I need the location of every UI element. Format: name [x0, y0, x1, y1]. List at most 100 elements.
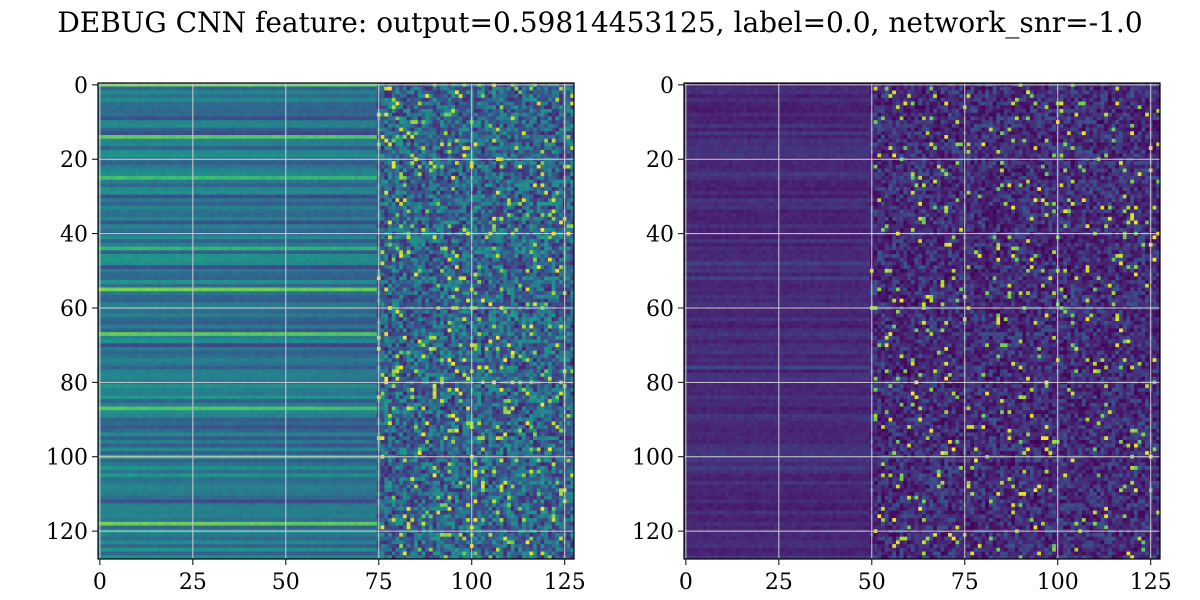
heatmap-cell — [529, 142, 534, 147]
heatmap-cell — [365, 205, 370, 210]
heatmap-cell — [135, 213, 140, 218]
heatmap-cell — [257, 187, 262, 192]
heatmap-cell — [127, 94, 132, 99]
heatmap-cell — [533, 202, 538, 207]
heatmap-cell — [336, 194, 341, 199]
heatmap-cell — [414, 168, 419, 173]
heatmap-cell — [205, 112, 210, 117]
heatmap-cell — [105, 120, 110, 125]
heatmap-cell — [499, 164, 504, 169]
heatmap-cell — [499, 90, 504, 95]
heatmap-cell — [570, 220, 575, 225]
heatmap-cell — [116, 205, 121, 210]
heatmap-cell — [384, 123, 389, 128]
heatmap-cell — [447, 194, 452, 199]
heatmap-cell — [138, 213, 143, 218]
heatmap-cell — [425, 213, 430, 218]
heatmap-cell — [365, 123, 370, 128]
heatmap-cell — [350, 220, 355, 225]
heatmap-cell — [369, 116, 374, 121]
heatmap-cell — [547, 220, 553, 225]
heatmap-cell — [187, 205, 192, 210]
heatmap-cell — [544, 97, 549, 102]
heatmap-cell — [109, 164, 114, 169]
heatmap-cell — [217, 97, 222, 102]
heatmap-cell — [161, 135, 166, 140]
heatmap-cell — [495, 190, 500, 195]
heatmap-cell — [228, 213, 233, 218]
heatmap-cell — [428, 90, 434, 95]
heatmap-cell — [388, 209, 393, 214]
heatmap-cell — [231, 190, 236, 195]
heatmap-cell — [443, 149, 448, 155]
heatmap-cell — [161, 105, 166, 110]
heatmap-cell — [309, 213, 315, 218]
heatmap-cell — [436, 190, 441, 195]
heatmap-cell — [205, 131, 210, 136]
heatmap-cell — [570, 213, 575, 218]
heatmap-cell — [339, 213, 344, 218]
heatmap-cell — [239, 116, 244, 121]
heatmap-cell — [235, 97, 240, 102]
heatmap-cell — [205, 209, 210, 214]
heatmap-cell — [261, 94, 266, 99]
heatmap-cell — [157, 109, 162, 114]
heatmap-cell — [414, 216, 419, 221]
heatmap-cell — [432, 146, 437, 151]
heatmap-cell — [124, 153, 129, 158]
heatmap-cell — [194, 213, 199, 218]
heatmap-cell — [395, 179, 400, 184]
heatmap-cell — [551, 112, 556, 117]
heatmap-cell — [566, 112, 571, 117]
heatmap-cell — [339, 224, 344, 229]
heatmap-cell — [231, 86, 236, 91]
heatmap-cell — [313, 202, 318, 207]
heatmap-cell — [414, 146, 419, 151]
heatmap-cell — [280, 131, 285, 136]
heatmap-cell — [213, 120, 218, 125]
heatmap-cell — [146, 161, 151, 166]
heatmap-cell — [176, 97, 181, 102]
heatmap-cell — [533, 194, 538, 199]
heatmap-cell — [547, 127, 553, 132]
heatmap-cell — [124, 205, 129, 210]
heatmap-cell — [473, 198, 478, 203]
heatmap-cell — [521, 224, 527, 229]
heatmap-cell — [458, 164, 463, 169]
heatmap-cell — [209, 183, 214, 188]
heatmap-cell — [105, 216, 110, 221]
heatmap-cell — [287, 205, 292, 210]
heatmap-cell — [551, 116, 556, 121]
heatmap-cell — [380, 168, 385, 173]
heatmap-cell — [235, 90, 240, 95]
heatmap-cell — [365, 90, 370, 95]
heatmap-cell — [124, 187, 129, 192]
heatmap-cell — [518, 209, 523, 214]
heatmap-cell — [321, 161, 326, 166]
heatmap-cell — [451, 153, 456, 158]
heatmap-cell — [358, 90, 363, 95]
heatmap-cell — [153, 90, 158, 95]
heatmap-cell — [369, 86, 374, 91]
heatmap-cell — [321, 97, 326, 102]
heatmap-cell — [179, 138, 184, 143]
heatmap-cell — [521, 109, 527, 114]
heatmap-cell — [127, 187, 132, 192]
heatmap-cell — [343, 183, 348, 188]
heatmap-cell — [458, 116, 463, 121]
heatmap-cell — [559, 90, 564, 95]
heatmap-cell — [462, 94, 467, 99]
heatmap-cell — [179, 94, 184, 99]
heatmap-cell — [488, 161, 493, 166]
heatmap-cell — [466, 120, 471, 125]
heatmap-cell — [213, 97, 218, 102]
heatmap-cell — [276, 190, 281, 195]
heatmap-cell — [269, 220, 274, 225]
heatmap-cell — [254, 94, 259, 99]
heatmap-cell — [362, 146, 367, 151]
heatmap-cell — [187, 146, 192, 151]
heatmap-cell — [384, 213, 389, 218]
heatmap-cell — [481, 94, 486, 99]
heatmap-cell — [101, 202, 106, 207]
heatmap-cell — [488, 138, 493, 143]
